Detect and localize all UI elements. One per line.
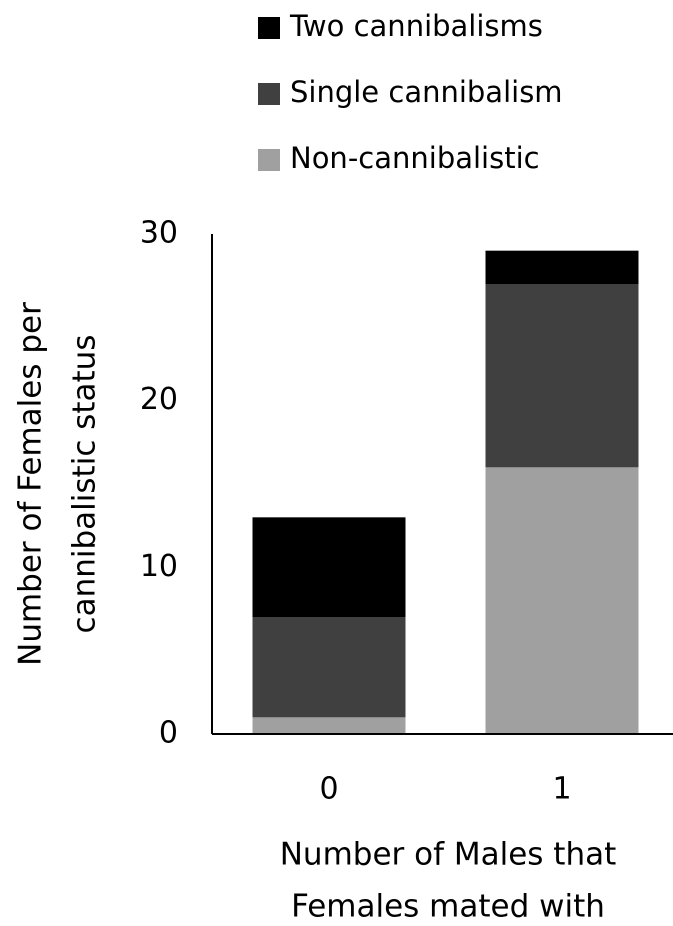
x-axis-label: Number of Males that [280,837,617,873]
legend-label: Two cannibalisms [289,9,543,43]
bar-segment [485,284,639,468]
x-tick-label: 1 [552,772,571,807]
y-tick-label: 10 [140,549,178,584]
legend-swatch [258,149,280,171]
y-axis-label-group: Number of Females per cannibalistic statu… [13,302,103,666]
legend-swatch [258,17,280,39]
legend-swatch [258,83,280,105]
y-axis-label: cannibalistic status [67,335,103,634]
y-tick-label: 0 [159,716,178,751]
bar-segment [252,717,406,734]
bar-segment [252,617,406,718]
x-tick-label: 0 [319,772,338,807]
bar-segment [485,467,639,734]
y-tick-label: 20 [140,382,178,417]
bar-segment [485,250,639,284]
y-axis-label: Number of Females per [13,302,49,666]
x-axis-label: Females mated with [291,889,605,925]
legend-label: Single cannibalism [290,75,563,109]
y-tick-label: 30 [140,216,178,251]
bar-segment [252,517,406,618]
legend-label: Non-cannibalistic [290,141,540,175]
